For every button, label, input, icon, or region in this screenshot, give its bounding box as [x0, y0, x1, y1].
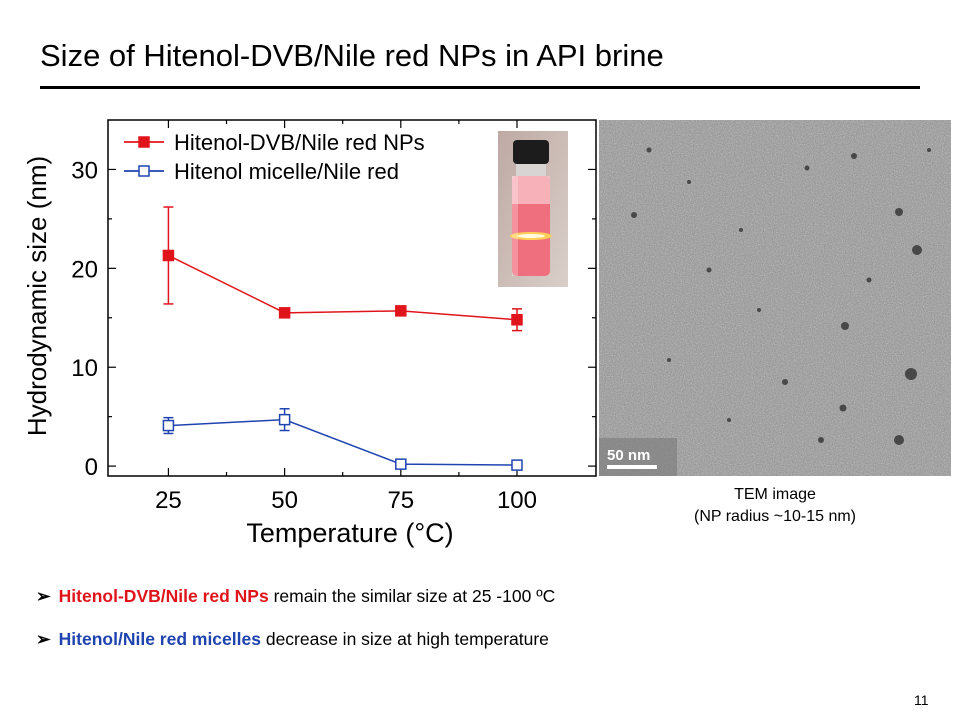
page-number: 11 — [914, 692, 929, 708]
legend-marker — [138, 165, 150, 177]
bullet-highlight: Hitenol/Nile red micelles — [58, 629, 261, 649]
tem-caption: TEM image (NP radius ~10-15 nm) — [640, 484, 910, 528]
data-point — [162, 249, 175, 262]
x-tick-label: 25 — [155, 487, 182, 514]
data-point — [278, 413, 291, 426]
bullet-nps-size: ➢ Hitenol-DVB/Nile red NPs remain the sim… — [36, 586, 555, 607]
vial-photo — [498, 131, 568, 287]
x-tick-label: 50 — [271, 487, 298, 514]
legend-marker — [138, 136, 150, 148]
y-tick-label: 10 — [71, 355, 98, 382]
bullet-text: remain the similar size at 25 -100 ºC — [268, 586, 556, 606]
tem-nanoparticle — [839, 404, 847, 412]
data-point — [278, 307, 291, 319]
tem-nanoparticle — [631, 212, 637, 218]
slide-title: Size of Hitenol-DVB/Nile red NPs in API … — [40, 38, 664, 73]
x-tick-label: 75 — [387, 487, 414, 514]
tem-caption-line-1: TEM image — [734, 486, 816, 503]
tem-scale-label: 50 nm — [607, 447, 650, 464]
plot-frame — [107, 119, 597, 477]
y-tick-label: 20 — [71, 256, 98, 283]
series-1 — [162, 206, 523, 332]
data-point — [511, 314, 523, 326]
x-axis-label: Temperature (°C) — [246, 518, 453, 548]
tem-nanoparticle — [818, 437, 824, 443]
tem-nanoparticle — [841, 322, 849, 330]
tem-nanoparticle — [757, 308, 761, 312]
tem-nanoparticle — [739, 228, 743, 232]
bullet-highlight: Hitenol-DVB/Nile red NPs — [58, 586, 269, 606]
tem-nanoparticle — [687, 180, 691, 184]
series-line — [168, 418, 517, 466]
arrow-bullet-icon: ➢ — [36, 586, 51, 606]
series-2 — [162, 408, 523, 471]
bullet-text: decrease in size at high temperature — [260, 629, 549, 649]
y-axis-label: Hydrodynamic size (nm) — [22, 156, 52, 436]
arrow-bullet-icon: ➢ — [36, 629, 51, 649]
tem-nanoparticle — [804, 165, 810, 171]
title-divider — [40, 86, 920, 89]
tem-nanoparticle — [851, 153, 857, 159]
tem-nanoparticle — [727, 418, 731, 422]
size-vs-temperature-chart: 0 10 20 30 25 50 75 100 Hitenol-DVB/Nile red NP… — [22, 119, 597, 548]
tem-nanoparticle — [646, 147, 652, 153]
tem-nanoparticle — [894, 435, 904, 445]
data-point — [395, 305, 407, 317]
tem-nanoparticle — [866, 277, 872, 283]
legend-label: Hitenol micelle/Nile red — [174, 159, 399, 184]
tem-nanoparticle — [895, 208, 903, 216]
bullet-micelles-size: ➢ Hitenol/Nile red micelles decrease in s… — [36, 629, 549, 650]
y-tick-label: 30 — [71, 157, 98, 184]
x-tick-label: 100 — [497, 487, 537, 514]
y-tick-label: 0 — [85, 454, 98, 481]
legend-label: Hitenol-DVB/Nile red NPs — [174, 130, 425, 155]
data-point — [395, 458, 407, 470]
series-line — [168, 254, 518, 321]
tem-image: 50 nm — [599, 120, 951, 476]
tem-nanoparticle — [905, 368, 917, 380]
tem-nanoparticle — [912, 245, 922, 255]
tem-nanoparticle — [782, 379, 788, 385]
data-point — [511, 459, 523, 471]
tem-nanoparticle — [667, 358, 671, 362]
tem-nanoparticle — [927, 148, 931, 152]
tem-scale-bar — [607, 465, 657, 469]
data-point — [162, 419, 175, 432]
tem-nanoparticle — [706, 267, 712, 273]
tem-caption-line-2: (NP radius ~10-15 nm) — [694, 508, 856, 525]
